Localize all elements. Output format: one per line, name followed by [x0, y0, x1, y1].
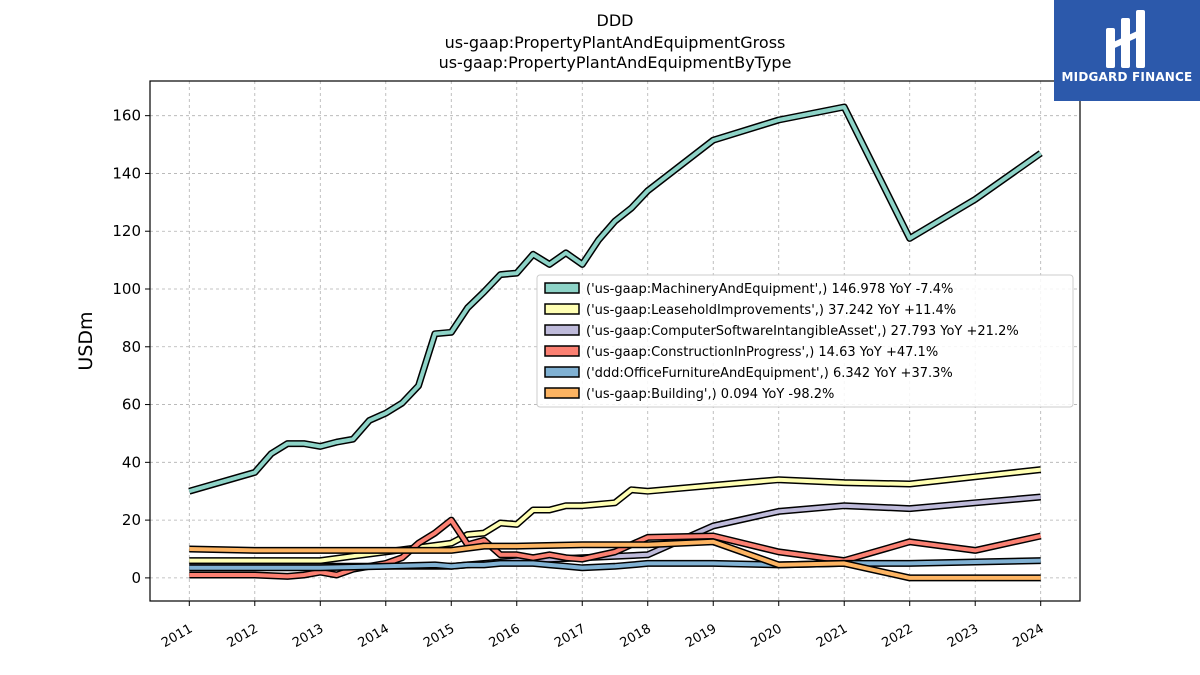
- series-line: [189, 538, 1041, 582]
- series-line-stroke: [189, 495, 1041, 569]
- y-tick-label: 40: [122, 453, 141, 471]
- chart-title-line-2: us-gaap:PropertyPlantAndEquipmentGross: [445, 33, 786, 52]
- y-axis-label: USDm: [75, 311, 97, 370]
- legend-item: ('us-gaap:MachineryAndEquipment',) 146.9…: [544, 282, 953, 297]
- x-tick-label: 2023: [945, 621, 981, 651]
- x-tick-label: 2024: [1011, 621, 1047, 651]
- y-tick-label: 140: [112, 164, 141, 182]
- y-tick-label: 0: [131, 569, 141, 587]
- y-tick-label: 120: [112, 222, 141, 240]
- logo-text: MIDGARD FINANCE: [1061, 70, 1193, 84]
- x-tick-label: 2012: [225, 621, 261, 651]
- plot-frame: [149, 80, 1081, 602]
- y-tick-label: 60: [122, 396, 141, 414]
- chart-title: DDD us-gaap:PropertyPlantAndEquipmentGro…: [439, 11, 792, 72]
- legend-label: ('us-gaap:ConstructionInProgress',) 14.6…: [586, 345, 938, 360]
- y-tick-label: 100: [112, 280, 141, 298]
- series-line: [188, 103, 1043, 495]
- y-tick-label: 20: [122, 511, 141, 529]
- legend-label: ('ddd:OfficeFurnitureAndEquipment',) 6.3…: [586, 366, 953, 381]
- legend-box: [536, 274, 1074, 408]
- x-tick-label: 2015: [421, 621, 457, 651]
- x-tick-label: 2014: [356, 621, 392, 651]
- legend-label: ('us-gaap:ComputerSoftwareIntangibleAsse…: [586, 324, 1019, 339]
- legend-item: ('us-gaap:LeaseholdImprovements',) 37.24…: [544, 303, 956, 318]
- series-line: [189, 466, 1042, 565]
- brand-logo: MIDGARD FINANCE: [1054, 0, 1200, 101]
- series-line-stroke: [189, 539, 1041, 580]
- legend-swatch: [544, 324, 580, 336]
- x-tick-label: 2017: [552, 621, 588, 651]
- x-axis-ticks: 2011 2012 2013 2014 2015 2016 2017 2018 2019 2020…: [159, 601, 1047, 651]
- legend-label: ('us-gaap:MachineryAndEquipment',) 146.9…: [586, 282, 953, 297]
- y-tick-label: 160: [112, 107, 141, 125]
- y-tick-label: 80: [122, 338, 141, 356]
- legend-swatch: [544, 303, 580, 315]
- legend-item: ('us-gaap:Building',) 0.094 YoY -98.2%: [544, 387, 834, 402]
- series-line-stroke: [189, 467, 1041, 563]
- x-tick-label: 2011: [159, 621, 195, 651]
- legend-swatch: [544, 387, 580, 399]
- x-tick-label: 2022: [880, 621, 916, 651]
- x-tick-label: 2018: [618, 621, 654, 651]
- legend-item: ('ddd:OfficeFurnitureAndEquipment',) 6.3…: [544, 366, 953, 381]
- legend-item: ('us-gaap:ConstructionInProgress',) 14.6…: [544, 345, 938, 360]
- chart-title-line-1: DDD: [597, 11, 634, 30]
- x-tick-label: 2016: [487, 621, 523, 651]
- legend-swatch: [544, 345, 580, 357]
- y-axis-ticks: 0 20 40 60 80 100 120 140 160: [112, 107, 150, 587]
- x-tick-label: 2020: [749, 621, 785, 651]
- x-tick-label: 2013: [290, 621, 326, 651]
- chart-title-line-3: us-gaap:PropertyPlantAndEquipmentByType: [439, 53, 792, 72]
- series-lines: [188, 103, 1043, 582]
- series-line-stroke: [188, 105, 1042, 494]
- legend-item: ('us-gaap:ComputerSoftwareIntangibleAsse…: [544, 324, 1019, 339]
- legend: ('us-gaap:MachineryAndEquipment',) 146.9…: [536, 274, 1074, 408]
- x-tick-label: 2021: [814, 621, 850, 651]
- series-line: [189, 493, 1042, 570]
- legend-swatch: [544, 282, 580, 294]
- logo-mark-icon: [1106, 10, 1145, 68]
- legend-label: ('us-gaap:Building',) 0.094 YoY -98.2%: [586, 387, 834, 402]
- x-tick-label: 2019: [683, 621, 719, 651]
- legend-swatch: [544, 366, 580, 378]
- legend-label: ('us-gaap:LeaseholdImprovements',) 37.24…: [586, 303, 956, 318]
